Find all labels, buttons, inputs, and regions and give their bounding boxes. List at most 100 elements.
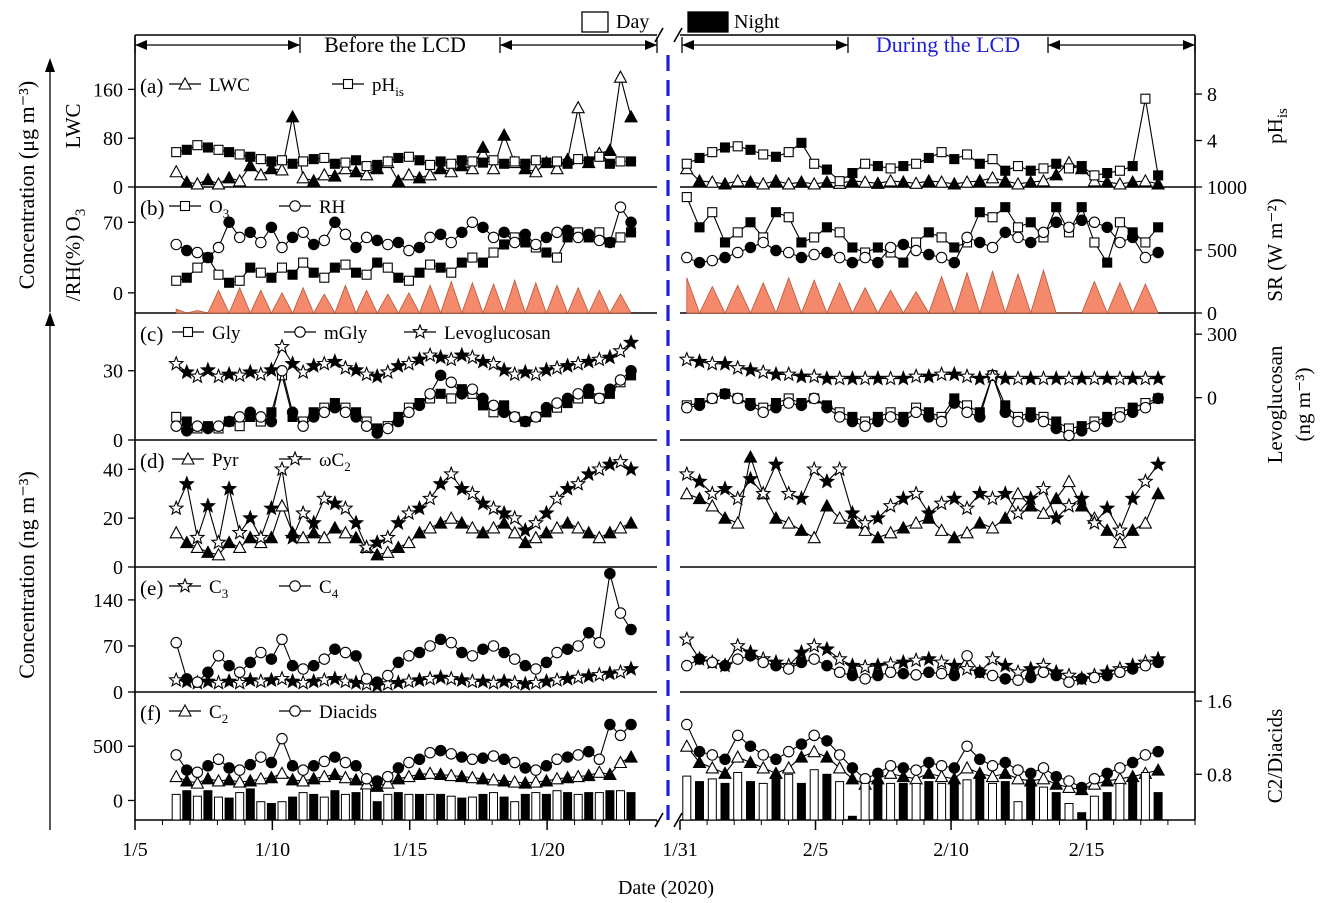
- legend-marker: [342, 78, 354, 90]
- data-point: [319, 152, 330, 164]
- data-point: [1011, 176, 1025, 190]
- data-point: [1086, 370, 1103, 386]
- data-point: [474, 672, 492, 689]
- data-point: [347, 514, 365, 530]
- data-point: [987, 154, 998, 165]
- data-point: [1011, 771, 1025, 785]
- during-arrow-left-head: [836, 40, 848, 50]
- data-point: [806, 367, 823, 384]
- data-point: [612, 453, 629, 469]
- data-point: [443, 465, 460, 482]
- data-point: [1012, 674, 1024, 686]
- legend-night-label: Night: [734, 11, 780, 33]
- data-point: [845, 771, 860, 785]
- legend-label: C3: [209, 577, 228, 601]
- data-point: [809, 158, 820, 169]
- data-point: [615, 232, 626, 243]
- data-point: [1037, 762, 1050, 774]
- during-arrow-left-head: [682, 40, 694, 50]
- data-point: [719, 659, 731, 672]
- data-point: [528, 774, 543, 788]
- data-point: [882, 370, 899, 386]
- data-point: [1153, 170, 1164, 181]
- data-point: [434, 228, 447, 241]
- data-point: [329, 401, 341, 414]
- data-point: [191, 766, 204, 779]
- data-point: [466, 650, 479, 662]
- data-point: [297, 226, 309, 239]
- data-point: [770, 401, 782, 414]
- data-point: [485, 674, 502, 690]
- ratio-bar: [340, 793, 350, 821]
- data-point: [443, 351, 460, 367]
- data-point: [832, 511, 847, 524]
- data-point: [869, 509, 886, 526]
- data-point: [1153, 222, 1164, 233]
- data-point: [527, 365, 544, 382]
- data-point: [921, 766, 936, 779]
- data-point: [400, 504, 418, 521]
- data-point: [347, 674, 365, 690]
- data-point: [253, 771, 268, 785]
- data-point: [1037, 666, 1050, 679]
- data-point: [1012, 415, 1024, 428]
- data-point: [541, 247, 552, 258]
- data-point: [318, 234, 331, 247]
- data-point: [1035, 370, 1052, 386]
- data-point: [1102, 168, 1113, 179]
- data-point: [869, 657, 886, 673]
- data-point: [793, 643, 810, 660]
- x-tick-label: 1/15: [392, 839, 428, 861]
- data-point: [497, 515, 512, 529]
- y2-tick-label: 1000: [1207, 177, 1247, 199]
- data-point: [624, 749, 638, 763]
- data-point: [744, 399, 757, 412]
- data-point: [985, 520, 1000, 534]
- ratio-bar: [771, 777, 781, 821]
- data-point: [287, 269, 298, 280]
- data-point: [958, 367, 976, 384]
- data-point: [465, 770, 480, 784]
- data-point: [758, 149, 769, 160]
- ratio-bar: [393, 792, 403, 821]
- data-point: [681, 659, 693, 672]
- data-point: [1037, 226, 1050, 239]
- data-point: [1048, 509, 1065, 526]
- data-point: [1152, 745, 1164, 758]
- data-point: [770, 659, 782, 672]
- data-point: [550, 771, 564, 785]
- data-point: [1124, 370, 1141, 386]
- data-point: [232, 540, 247, 554]
- axis-break-mark: [673, 27, 683, 43]
- data-point: [961, 740, 973, 752]
- data-point: [252, 672, 269, 689]
- data-point: [731, 729, 744, 742]
- y2-axis-label: pHis: [1263, 108, 1291, 144]
- data-point: [999, 673, 1012, 685]
- data-point: [548, 490, 566, 506]
- data-point: [379, 529, 396, 545]
- data-point: [612, 663, 629, 680]
- data-point: [273, 338, 291, 354]
- data-point: [732, 141, 743, 152]
- data-point: [434, 744, 447, 757]
- data-point: [539, 525, 554, 539]
- data-point: [499, 158, 510, 169]
- data-point: [224, 147, 235, 158]
- data-point: [613, 70, 628, 83]
- data-point: [782, 246, 795, 259]
- ratio-bar: [1128, 781, 1138, 821]
- data-point: [168, 499, 185, 516]
- data-point: [329, 751, 341, 763]
- data-point: [818, 640, 836, 657]
- data-point: [497, 128, 512, 141]
- ratio-bar: [949, 781, 959, 821]
- data-point: [561, 643, 574, 655]
- data-point: [202, 760, 214, 772]
- data-point: [369, 367, 386, 384]
- data-point: [170, 636, 182, 649]
- ratio-bar: [809, 769, 819, 821]
- data-point: [178, 363, 195, 380]
- data-point: [745, 144, 756, 155]
- data-point: [350, 155, 362, 166]
